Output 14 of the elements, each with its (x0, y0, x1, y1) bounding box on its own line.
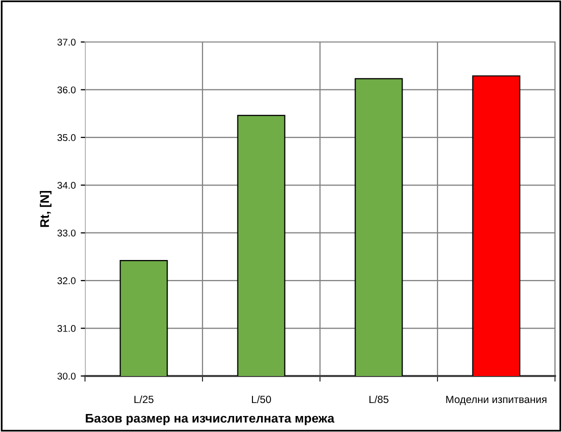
y-tick-label: 33.0 (57, 230, 76, 236)
y-tick-label: 34.0 (57, 182, 76, 189)
y-tick-label: 30.0 (57, 372, 76, 380)
x-tick-label: Моделни изпитвания (446, 396, 546, 406)
y-axis-title: Rt, [N] (40, 190, 52, 227)
y-tick-label: 37.0 (57, 38, 76, 46)
x-tick-label: L/25 (134, 395, 154, 404)
y-tick-label: 35.0 (57, 134, 76, 142)
y-tick-label: 31.0 (57, 325, 76, 332)
y-tick-label: 32.0 (57, 277, 76, 284)
x-tick-label: L/50 (252, 395, 271, 404)
x-axis-title: Базов размер на изчислителната мрежа (86, 414, 334, 426)
x-tick-label: L/85 (369, 395, 388, 404)
y-tick-label: 36.0 (57, 86, 76, 94)
